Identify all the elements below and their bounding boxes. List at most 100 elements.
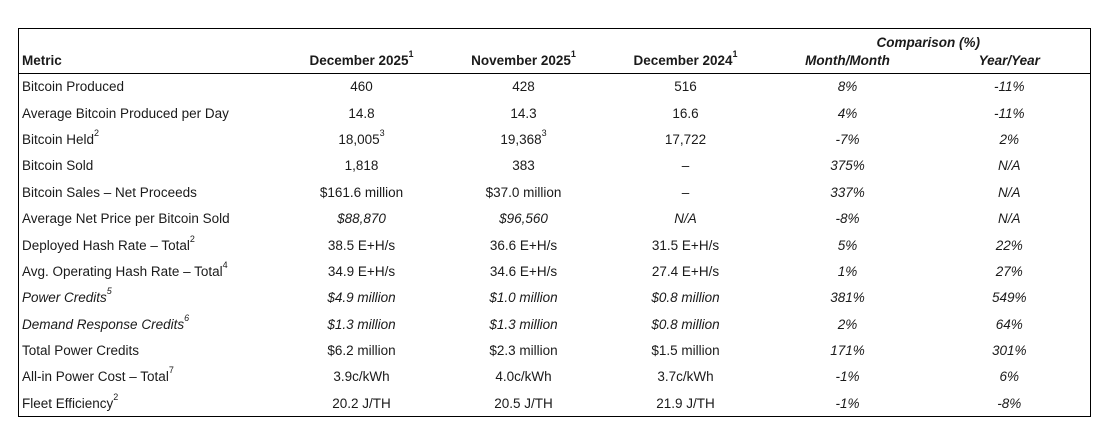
table-row: Demand Response Credits6 $1.3 million $1… bbox=[19, 311, 1091, 337]
cell-december-2025: 14.8 bbox=[348, 105, 375, 121]
table-body: Bitcoin Produced 460 428 516 8% -11% Ave… bbox=[19, 74, 1091, 417]
cell-month-month: 4% bbox=[837, 105, 858, 121]
column-header-november-2025: November 20251 bbox=[443, 50, 605, 74]
column-header-november-2025-label: November 2025 bbox=[471, 53, 571, 68]
footnote-marker: 1 bbox=[408, 49, 414, 59]
column-header-month-month-label: Month/Month bbox=[805, 53, 890, 68]
cell-december-2024: 31.5 E+H/s bbox=[651, 237, 720, 253]
cell-year-year: 22% bbox=[995, 237, 1023, 253]
metric-label: Average Bitcoin Produced per Day bbox=[22, 105, 229, 121]
cell-year-year: 549% bbox=[991, 290, 1027, 306]
comparison-header-row: Comparison (%) bbox=[19, 29, 1091, 50]
cell-november-2025: $37.0 million bbox=[485, 184, 562, 200]
cell-december-2024: – bbox=[681, 158, 690, 174]
metric-label: Avg. Operating Hash Rate – Total4 bbox=[22, 259, 228, 279]
cell-month-month: 8% bbox=[837, 79, 858, 95]
footnote-marker: 1 bbox=[732, 49, 738, 59]
cell-month-month: 337% bbox=[830, 184, 865, 200]
metric-label: Total Power Credits bbox=[22, 343, 140, 359]
column-header-metric-label: Metric bbox=[22, 53, 62, 68]
cell-november-2025: 20.5 J/TH bbox=[494, 395, 553, 411]
footnote-marker: 7 bbox=[168, 365, 174, 376]
cell-november-2025: 34.6 E+H/s bbox=[489, 263, 558, 279]
footnote-marker: 5 bbox=[106, 286, 112, 297]
cell-year-year: 27% bbox=[995, 263, 1023, 279]
column-header-december-2024-label: December 2024 bbox=[633, 53, 733, 68]
cell-november-2025: $2.3 million bbox=[489, 343, 558, 359]
cell-december-2024: $0.8 million bbox=[651, 290, 720, 306]
cell-month-month: 2% bbox=[837, 316, 858, 332]
cell-december-2024: $0.8 million bbox=[651, 316, 720, 332]
cell-year-year: 6% bbox=[999, 369, 1020, 385]
cell-december-2024: 27.4 E+H/s bbox=[651, 263, 720, 279]
cell-december-2024: $1.5 million bbox=[651, 343, 720, 359]
cell-december-2024: 516 bbox=[674, 79, 697, 95]
column-header-december-2024: December 20241 bbox=[605, 50, 767, 74]
footnote-marker: 4 bbox=[222, 259, 228, 270]
cell-december-2024: 3.7c/kWh bbox=[657, 369, 714, 385]
table-row: Deployed Hash Rate – Total2 38.5 E+H/s 3… bbox=[19, 232, 1091, 258]
cell-december-2025: $1.3 million bbox=[327, 316, 396, 332]
table-row: Bitcoin Held2 18,0053 19,3683 17,722 -7%… bbox=[19, 126, 1091, 152]
column-header-year-year-label: Year/Year bbox=[978, 53, 1040, 68]
table-row: All-in Power Cost – Total7 3.9c/kWh 4.0c… bbox=[19, 364, 1091, 390]
column-header-december-2025: December 20251 bbox=[281, 50, 443, 74]
metric-label: Bitcoin Sold bbox=[22, 158, 94, 174]
cell-november-2025: $1.0 million bbox=[489, 290, 558, 306]
metric-label: Bitcoin Held2 bbox=[22, 127, 100, 147]
cell-november-2025: 19,3683 bbox=[500, 127, 547, 147]
metric-label: Bitcoin Sales – Net Proceeds bbox=[22, 184, 197, 200]
cell-month-month: 5% bbox=[837, 237, 858, 253]
cell-november-2025: 14.3 bbox=[510, 105, 537, 121]
cell-november-2025: 36.6 E+H/s bbox=[489, 237, 558, 253]
cell-november-2025: 383 bbox=[512, 158, 535, 174]
table-row: Bitcoin Produced 460 428 516 8% -11% bbox=[19, 74, 1091, 100]
metric-label: Power Credits5 bbox=[22, 286, 112, 306]
metrics-table: Comparison (%) Metric December 20251 Nov… bbox=[18, 28, 1092, 418]
cell-december-2025: 18,0053 bbox=[338, 127, 385, 147]
cell-month-month: -1% bbox=[835, 395, 860, 411]
cell-december-2024: 21.9 J/TH bbox=[656, 395, 715, 411]
footnote-marker: 2 bbox=[94, 127, 100, 138]
cell-year-year: 2% bbox=[999, 131, 1020, 147]
cell-december-2025: 20.2 J/TH bbox=[332, 395, 391, 411]
footnote-marker: 3 bbox=[541, 127, 547, 138]
cell-month-month: -8% bbox=[835, 211, 860, 227]
cell-november-2025: 4.0c/kWh bbox=[495, 369, 552, 385]
cell-month-month: 375% bbox=[830, 158, 865, 174]
footnote-marker: 2 bbox=[189, 233, 195, 244]
table-row: Average Net Price per Bitcoin Sold $88,8… bbox=[19, 205, 1091, 231]
cell-year-year: N/A bbox=[998, 158, 1021, 174]
cell-december-2025: 3.9c/kWh bbox=[333, 369, 390, 385]
cell-december-2025: $6.2 million bbox=[327, 343, 396, 359]
cell-year-year: -11% bbox=[994, 105, 1025, 121]
metric-label: Bitcoin Produced bbox=[22, 79, 125, 95]
table-row: Power Credits5 $4.9 million $1.0 million… bbox=[19, 285, 1091, 311]
table-row: Avg. Operating Hash Rate – Total4 34.9 E… bbox=[19, 258, 1091, 284]
cell-december-2025: 38.5 E+H/s bbox=[327, 237, 396, 253]
cell-november-2025: 428 bbox=[512, 79, 535, 95]
cell-month-month: 381% bbox=[830, 290, 865, 306]
cell-december-2025: 460 bbox=[350, 79, 373, 95]
table-row: Bitcoin Sales – Net Proceeds $161.6 mill… bbox=[19, 179, 1091, 205]
footnote-marker: 1 bbox=[570, 49, 576, 59]
cell-month-month: -7% bbox=[835, 131, 860, 147]
cell-december-2025: 1,818 bbox=[344, 158, 379, 174]
cell-november-2025: $1.3 million bbox=[489, 316, 558, 332]
column-header-month-month: Month/Month bbox=[767, 50, 929, 74]
cell-december-2025: $88,870 bbox=[337, 211, 386, 227]
cell-year-year: -8% bbox=[997, 395, 1022, 411]
column-header-row: Metric December 20251 November 20251 Dec… bbox=[18, 50, 1091, 74]
cell-month-month: -1% bbox=[835, 369, 860, 385]
cell-december-2024: N/A bbox=[674, 211, 697, 227]
metrics-table-container: Comparison (%) Metric December 20251 Nov… bbox=[18, 28, 1092, 418]
cell-december-2024: – bbox=[681, 184, 690, 200]
cell-november-2025: $96,560 bbox=[499, 211, 548, 227]
metric-label: All-in Power Cost – Total7 bbox=[22, 365, 174, 385]
metric-label: Fleet Efficiency2 bbox=[22, 391, 119, 411]
metric-label: Demand Response Credits6 bbox=[22, 312, 190, 332]
table-row: Total Power Credits $6.2 million $2.3 mi… bbox=[19, 337, 1091, 363]
cell-december-2025: $4.9 million bbox=[327, 290, 396, 306]
column-header-metric: Metric bbox=[19, 50, 281, 74]
cell-month-month: 1% bbox=[837, 263, 858, 279]
